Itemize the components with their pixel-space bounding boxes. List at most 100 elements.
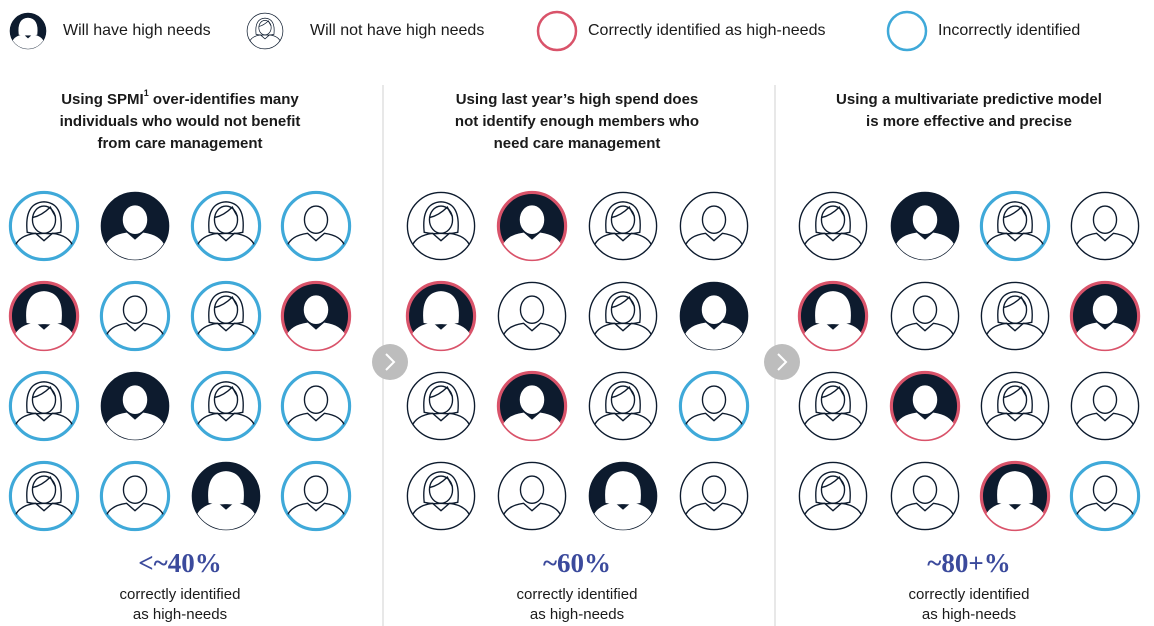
- person-male: [280, 190, 352, 262]
- person: [590, 381, 656, 440]
- person-male: [497, 461, 567, 531]
- head: [912, 295, 938, 325]
- head: [519, 205, 545, 235]
- fringe: [1003, 295, 1028, 309]
- fringe: [214, 295, 239, 309]
- person: [102, 385, 168, 440]
- icon-circle: [980, 371, 1050, 441]
- person-female: [588, 371, 658, 441]
- person: [193, 291, 259, 350]
- person-male: [890, 281, 960, 351]
- body: [1072, 322, 1138, 350]
- icon-circle: [246, 12, 284, 50]
- head: [701, 385, 727, 415]
- body: [590, 412, 656, 440]
- head: [21, 19, 35, 36]
- person-male: [1069, 280, 1141, 352]
- icon-circle: [980, 281, 1050, 351]
- icon-circle: [679, 461, 749, 531]
- person: [1072, 295, 1138, 350]
- person-female: [797, 280, 869, 352]
- person: [681, 205, 747, 260]
- person: [892, 475, 958, 530]
- panel-title: from care management: [97, 135, 262, 152]
- panel-title: Using last year’s high spend does: [456, 91, 699, 108]
- icon-circle: [798, 191, 868, 261]
- caption: correctly identified: [909, 586, 1030, 603]
- person-male: [100, 191, 170, 261]
- head: [820, 475, 846, 505]
- head: [31, 475, 57, 505]
- head: [303, 385, 329, 415]
- body: [800, 232, 866, 260]
- icon-circle: [280, 370, 352, 442]
- head: [1002, 205, 1028, 235]
- body: [800, 412, 866, 440]
- hair: [208, 381, 244, 415]
- fringe: [611, 205, 636, 219]
- title-text: over-identifies many: [149, 91, 300, 108]
- person: [800, 291, 866, 350]
- person: [892, 295, 958, 350]
- person: [1072, 475, 1138, 530]
- icon-circle: [1070, 371, 1140, 441]
- head: [122, 475, 148, 505]
- icon-circle: [890, 281, 960, 351]
- icon-circle: [406, 461, 476, 531]
- body: [283, 322, 349, 350]
- person: [892, 385, 958, 440]
- person-female: [190, 370, 262, 442]
- person: [11, 471, 77, 530]
- head: [31, 385, 57, 415]
- fringe: [429, 475, 454, 489]
- head: [519, 385, 545, 415]
- person: [102, 475, 168, 530]
- head: [519, 295, 545, 325]
- legend-label: Correctly identified as high-needs: [588, 22, 825, 39]
- person-male: [496, 370, 568, 442]
- person: [408, 201, 474, 260]
- person: [408, 471, 474, 530]
- head: [610, 475, 636, 505]
- hair: [997, 381, 1033, 415]
- person-female: [588, 281, 658, 351]
- body: [590, 502, 656, 530]
- body: [283, 412, 349, 440]
- fringe: [32, 475, 57, 489]
- body: [408, 232, 474, 260]
- person: [590, 291, 656, 350]
- person-female: [406, 371, 476, 441]
- body: [681, 322, 747, 350]
- person: [10, 17, 46, 49]
- person: [102, 205, 168, 260]
- person-male: [1070, 191, 1140, 261]
- person: [1072, 205, 1138, 260]
- person: [11, 291, 77, 350]
- person-female: [8, 460, 80, 532]
- head: [428, 475, 454, 505]
- body: [982, 412, 1048, 440]
- body: [408, 502, 474, 530]
- body: [892, 232, 958, 260]
- icon-circle: [678, 370, 750, 442]
- icon-circle: [890, 461, 960, 531]
- person-male: [497, 281, 567, 351]
- body: [247, 34, 283, 49]
- person: [681, 475, 747, 530]
- body: [590, 322, 656, 350]
- body: [11, 412, 77, 440]
- body: [800, 322, 866, 350]
- hair: [423, 471, 459, 505]
- person: [499, 385, 565, 440]
- legend-ring-correct: [536, 10, 578, 52]
- icon-circle: [588, 191, 658, 261]
- body: [499, 412, 565, 440]
- head: [1092, 295, 1118, 325]
- body: [681, 232, 747, 260]
- panel: Using a multivariate predictive model is…: [836, 91, 1102, 623]
- person: [1072, 385, 1138, 440]
- person: [408, 291, 474, 350]
- fringe: [821, 475, 846, 489]
- head: [122, 385, 148, 415]
- body: [193, 412, 259, 440]
